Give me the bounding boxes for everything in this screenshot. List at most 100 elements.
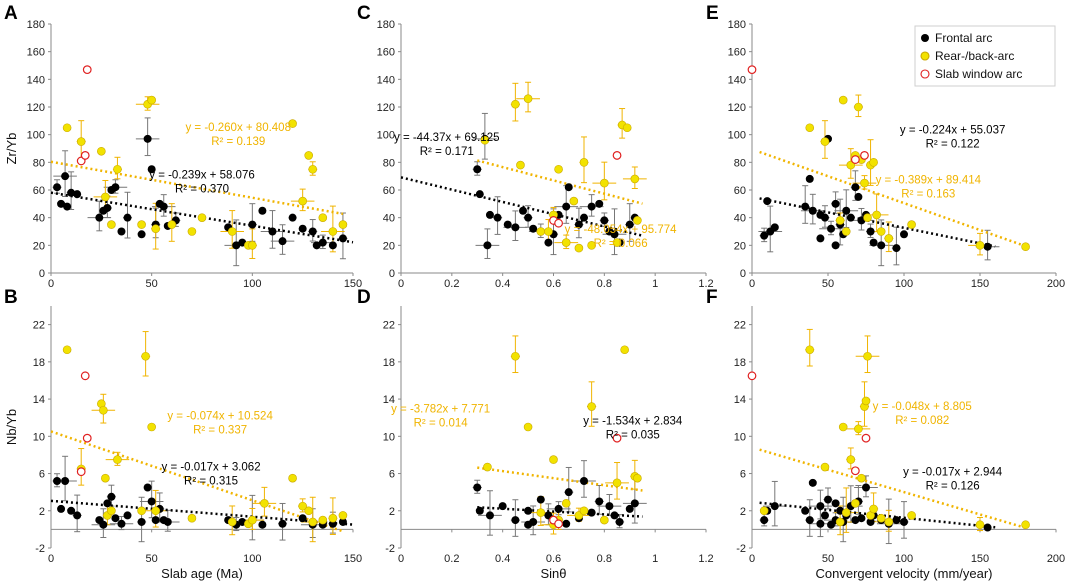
- panel-D: D -2 2 6 10 14 18 22 0 0.2 0.4 0.6 0.8 1 1.2 Sinθ y = -3…: [357, 287, 714, 581]
- point-frontal-arc: [524, 520, 533, 529]
- legend-frontal-arc-label: Frontal arc: [935, 31, 992, 45]
- y-tick-label: 6: [740, 469, 746, 481]
- x-tick-label: 0.8: [597, 278, 612, 290]
- point-rear-back-arc: [851, 499, 860, 508]
- x-tick-label: 0.8: [597, 553, 612, 565]
- point-rear-back-arc: [187, 227, 197, 236]
- point-rear-back-arc: [569, 196, 579, 206]
- point-frontal-arc: [99, 520, 108, 529]
- point-frontal-arc: [524, 213, 533, 222]
- point-frontal-arc: [493, 213, 502, 222]
- point-frontal-arc: [866, 227, 875, 236]
- point-rear-back-arc: [328, 227, 338, 236]
- point-rear-back-arc: [113, 455, 122, 464]
- point-frontal-arc: [258, 520, 267, 529]
- point-rear-back-arc: [884, 517, 894, 527]
- point-frontal-arc: [851, 516, 860, 525]
- y-tick-label: 2: [389, 506, 395, 518]
- point-slab-window-arc: [554, 519, 563, 529]
- x-tick-label: 150: [971, 278, 989, 290]
- point-rear-back-arc: [101, 473, 110, 483]
- point-frontal-arc: [475, 190, 484, 199]
- point-slab-window-arc: [80, 151, 90, 160]
- point-frontal-arc: [338, 234, 347, 243]
- y-tick-label: 80: [33, 157, 45, 169]
- point-rear-back-arc: [600, 515, 609, 525]
- legend: Frontal arc Rear-/back-arc Slab window arc: [914, 25, 1056, 87]
- point-frontal-arc: [625, 220, 634, 229]
- point-rear-back-arc: [869, 504, 878, 514]
- point-rear-back-arc: [759, 506, 769, 516]
- point-rear-back-arc: [854, 102, 863, 112]
- point-frontal-arc: [147, 497, 156, 506]
- point-slab-window-arc: [80, 371, 90, 381]
- point-frontal-arc: [877, 241, 886, 250]
- point-frontal-arc: [605, 502, 614, 511]
- point-frontal-arc: [498, 502, 507, 511]
- point-rear-back-arc: [62, 345, 72, 355]
- y-tick-label: 20: [734, 240, 746, 252]
- point-rear-back-arc: [805, 345, 815, 355]
- point-rear-back-arc: [308, 164, 318, 174]
- point-frontal-arc: [147, 165, 156, 174]
- legend-slab-window-arc-label: Slab window arc: [935, 67, 1022, 81]
- trendline-frontal-arc: [759, 197, 996, 248]
- point-rear-back-arc: [600, 178, 609, 188]
- point-slab-window-arc: [860, 151, 869, 160]
- point-frontal-arc: [123, 511, 132, 520]
- point-frontal-arc: [630, 499, 639, 508]
- point-slab-window-arc: [612, 151, 622, 160]
- x-tick-label: 0: [48, 553, 54, 565]
- point-rear-back-arc: [304, 151, 314, 160]
- x-tick-label: 50: [822, 278, 834, 290]
- point-frontal-arc: [869, 238, 878, 247]
- point-rear-back-arc: [838, 422, 848, 432]
- x-tick-label: 0.4: [495, 278, 510, 290]
- point-rear-back-arc: [483, 462, 492, 472]
- y-tick-label: 6: [389, 469, 395, 481]
- point-rear-back-arc: [820, 137, 830, 146]
- y-axis-label: Nb/Yb: [4, 409, 19, 445]
- point-rear-back-arc: [863, 213, 872, 222]
- y-tick-label: 0: [740, 268, 746, 280]
- point-frontal-arc: [842, 206, 851, 215]
- point-frontal-arc: [103, 203, 112, 212]
- point-frontal-arc: [610, 511, 619, 520]
- x-tick-label: 200: [1047, 278, 1065, 290]
- y-tick-label: 10: [33, 431, 45, 443]
- point-rear-back-arc: [587, 241, 596, 250]
- point-frontal-arc: [503, 220, 512, 229]
- point-frontal-arc: [308, 227, 317, 236]
- y-tick-label: 180: [27, 19, 45, 31]
- point-frontal-arc: [801, 506, 810, 515]
- y-tick-label: 14: [33, 394, 45, 406]
- y-tick-label: 6: [39, 469, 45, 481]
- x-tick-label: 0.6: [546, 278, 561, 290]
- point-frontal-arc: [544, 238, 553, 247]
- point-frontal-arc: [143, 483, 152, 492]
- point-frontal-arc: [53, 476, 62, 485]
- y-tick-label: 20: [33, 240, 45, 252]
- legend-rear-back-arc-marker: [920, 51, 930, 61]
- point-frontal-arc: [760, 231, 769, 240]
- x-axis-label: Sinθ: [540, 566, 566, 581]
- point-frontal-arc: [857, 514, 866, 523]
- y-tick-label: 18: [33, 357, 45, 369]
- point-frontal-arc: [851, 183, 860, 192]
- panel-E: E 0 20 40 60 80 100 120 140 160 180 0 50 100 150 200 y =…: [706, 3, 1065, 290]
- point-rear-back-arc: [328, 513, 338, 523]
- point-rear-back-arc: [574, 243, 584, 253]
- point-frontal-arc: [73, 511, 82, 520]
- point-frontal-arc: [574, 220, 583, 229]
- point-frontal-arc: [562, 202, 571, 211]
- point-rear-back-arc: [97, 146, 106, 156]
- point-slab-window-arc: [747, 371, 757, 381]
- point-frontal-arc: [805, 516, 814, 525]
- panel-A: A 0 20 40 60 80 100 120 140 160 180 0 50 100 150 Zr/Yb y…: [4, 3, 362, 290]
- point-frontal-arc: [483, 241, 492, 250]
- point-frontal-arc: [564, 183, 573, 192]
- trendline-rear-arc: [759, 150, 1027, 248]
- point-frontal-arc: [808, 478, 817, 487]
- point-frontal-arc: [562, 519, 571, 528]
- point-rear-back-arc: [523, 94, 533, 103]
